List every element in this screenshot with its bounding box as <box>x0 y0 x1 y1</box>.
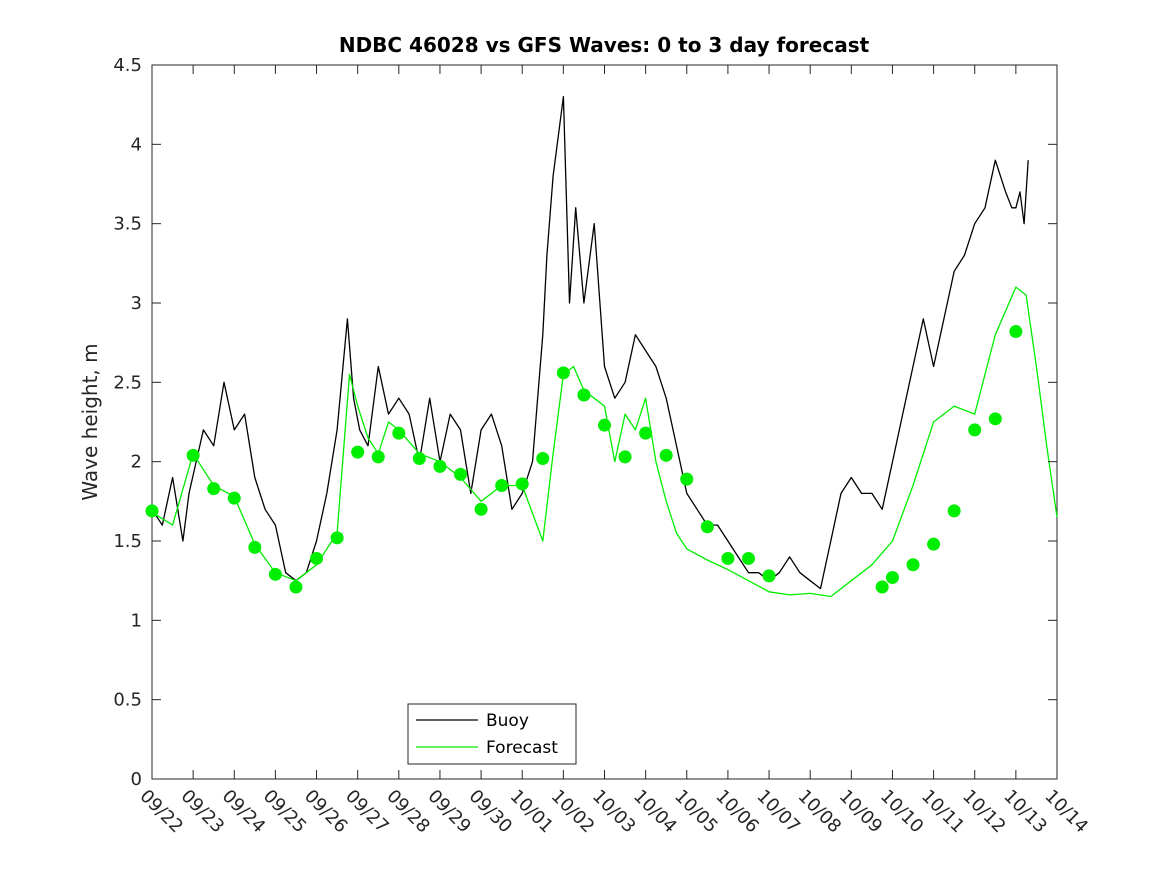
x-tick-label: 09/25 <box>259 786 311 838</box>
legend: Buoy Forecast <box>407 703 577 765</box>
forecast-marker <box>988 412 1002 426</box>
x-tick-label: 09/26 <box>300 786 352 838</box>
x-tick-label: 09/23 <box>177 786 229 838</box>
y-tick-label: 3.5 <box>113 214 142 235</box>
forecast-marker <box>1009 325 1023 339</box>
forecast-marker <box>659 448 673 462</box>
x-tick-label: 10/10 <box>876 786 928 838</box>
forecast-marker <box>433 459 447 473</box>
forecast-marker <box>371 450 385 464</box>
x-tick-label: 10/01 <box>506 786 558 838</box>
x-tick-label: 10/14 <box>1040 786 1092 838</box>
y-tick-label: 2.5 <box>113 372 142 393</box>
forecast-marker <box>227 491 241 505</box>
forecast-marker <box>680 472 694 486</box>
y-tick-label: 2 <box>131 452 142 473</box>
forecast-marker <box>741 551 755 565</box>
x-tick-label: 10/12 <box>958 786 1010 838</box>
legend-buoy-label: Buoy <box>486 711 529 731</box>
forecast-marker <box>700 520 714 534</box>
forecast-marker <box>474 502 488 516</box>
forecast-marker <box>639 426 653 440</box>
x-tick-label: 09/27 <box>341 786 393 838</box>
forecast-marker <box>186 448 200 462</box>
forecast-marker <box>618 450 632 464</box>
forecast-marker <box>207 482 221 496</box>
y-axis-label: Wave height, m <box>78 343 102 500</box>
forecast-marker <box>968 423 982 437</box>
x-tick-label: 10/04 <box>629 786 681 838</box>
forecast-marker <box>515 477 529 491</box>
x-tick-label: 09/22 <box>135 786 187 838</box>
y-tick-label: 4 <box>131 134 142 155</box>
forecast-marker <box>947 504 961 518</box>
forecast-marker <box>145 504 159 518</box>
x-tick-label: 10/02 <box>547 786 599 838</box>
forecast-marker <box>289 580 303 594</box>
series-layer <box>145 96 1058 598</box>
forecast-series-line <box>151 286 1058 598</box>
forecast-marker <box>268 567 282 581</box>
forecast-marker <box>248 540 262 554</box>
x-tick-label: 10/08 <box>794 786 846 838</box>
x-tick-label: 10/07 <box>753 786 805 838</box>
x-tick-label: 09/28 <box>382 786 434 838</box>
x-tick-label: 10/06 <box>711 786 763 838</box>
forecast-marker <box>454 467 468 481</box>
x-tick-label: 10/11 <box>917 786 969 838</box>
y-tick-label: 3 <box>131 293 142 314</box>
x-tick-label: 10/13 <box>999 786 1051 838</box>
forecast-marker <box>310 551 324 565</box>
forecast-marker <box>351 445 365 459</box>
y-tick-label: 4.5 <box>113 55 142 76</box>
chart-title: NDBC 46028 vs GFS Waves: 0 to 3 day fore… <box>339 33 870 57</box>
x-tick-label: 10/03 <box>588 786 640 838</box>
forecast-marker <box>412 451 426 465</box>
y-tick-label: 0 <box>131 769 142 790</box>
legend-forecast-label: Forecast <box>486 738 558 758</box>
forecast-marker <box>556 366 570 380</box>
forecast-marker <box>927 537 941 551</box>
forecast-marker <box>330 531 344 545</box>
legend-box <box>407 703 577 765</box>
x-tick-label: 10/05 <box>670 786 722 838</box>
forecast-marker <box>495 478 509 492</box>
forecast-marker <box>536 451 550 465</box>
forecast-marker <box>906 558 920 572</box>
x-tick-label: 09/30 <box>465 786 517 838</box>
buoy-series-line <box>151 96 1029 590</box>
forecast-marker <box>885 570 899 584</box>
forecast-marker <box>392 426 406 440</box>
y-tick-label: 1.5 <box>113 531 142 552</box>
forecast-marker <box>762 569 776 583</box>
x-tick-label: 09/29 <box>423 786 475 838</box>
forecast-marker <box>598 418 611 432</box>
x-tick-label: 09/24 <box>218 786 270 838</box>
x-tick-label: 10/09 <box>835 786 887 838</box>
y-tick-label: 0.5 <box>113 690 142 711</box>
forecast-marker <box>577 388 591 402</box>
forecast-marker <box>721 551 735 565</box>
forecast-marker <box>875 580 889 594</box>
y-tick-label: 1 <box>131 610 142 631</box>
